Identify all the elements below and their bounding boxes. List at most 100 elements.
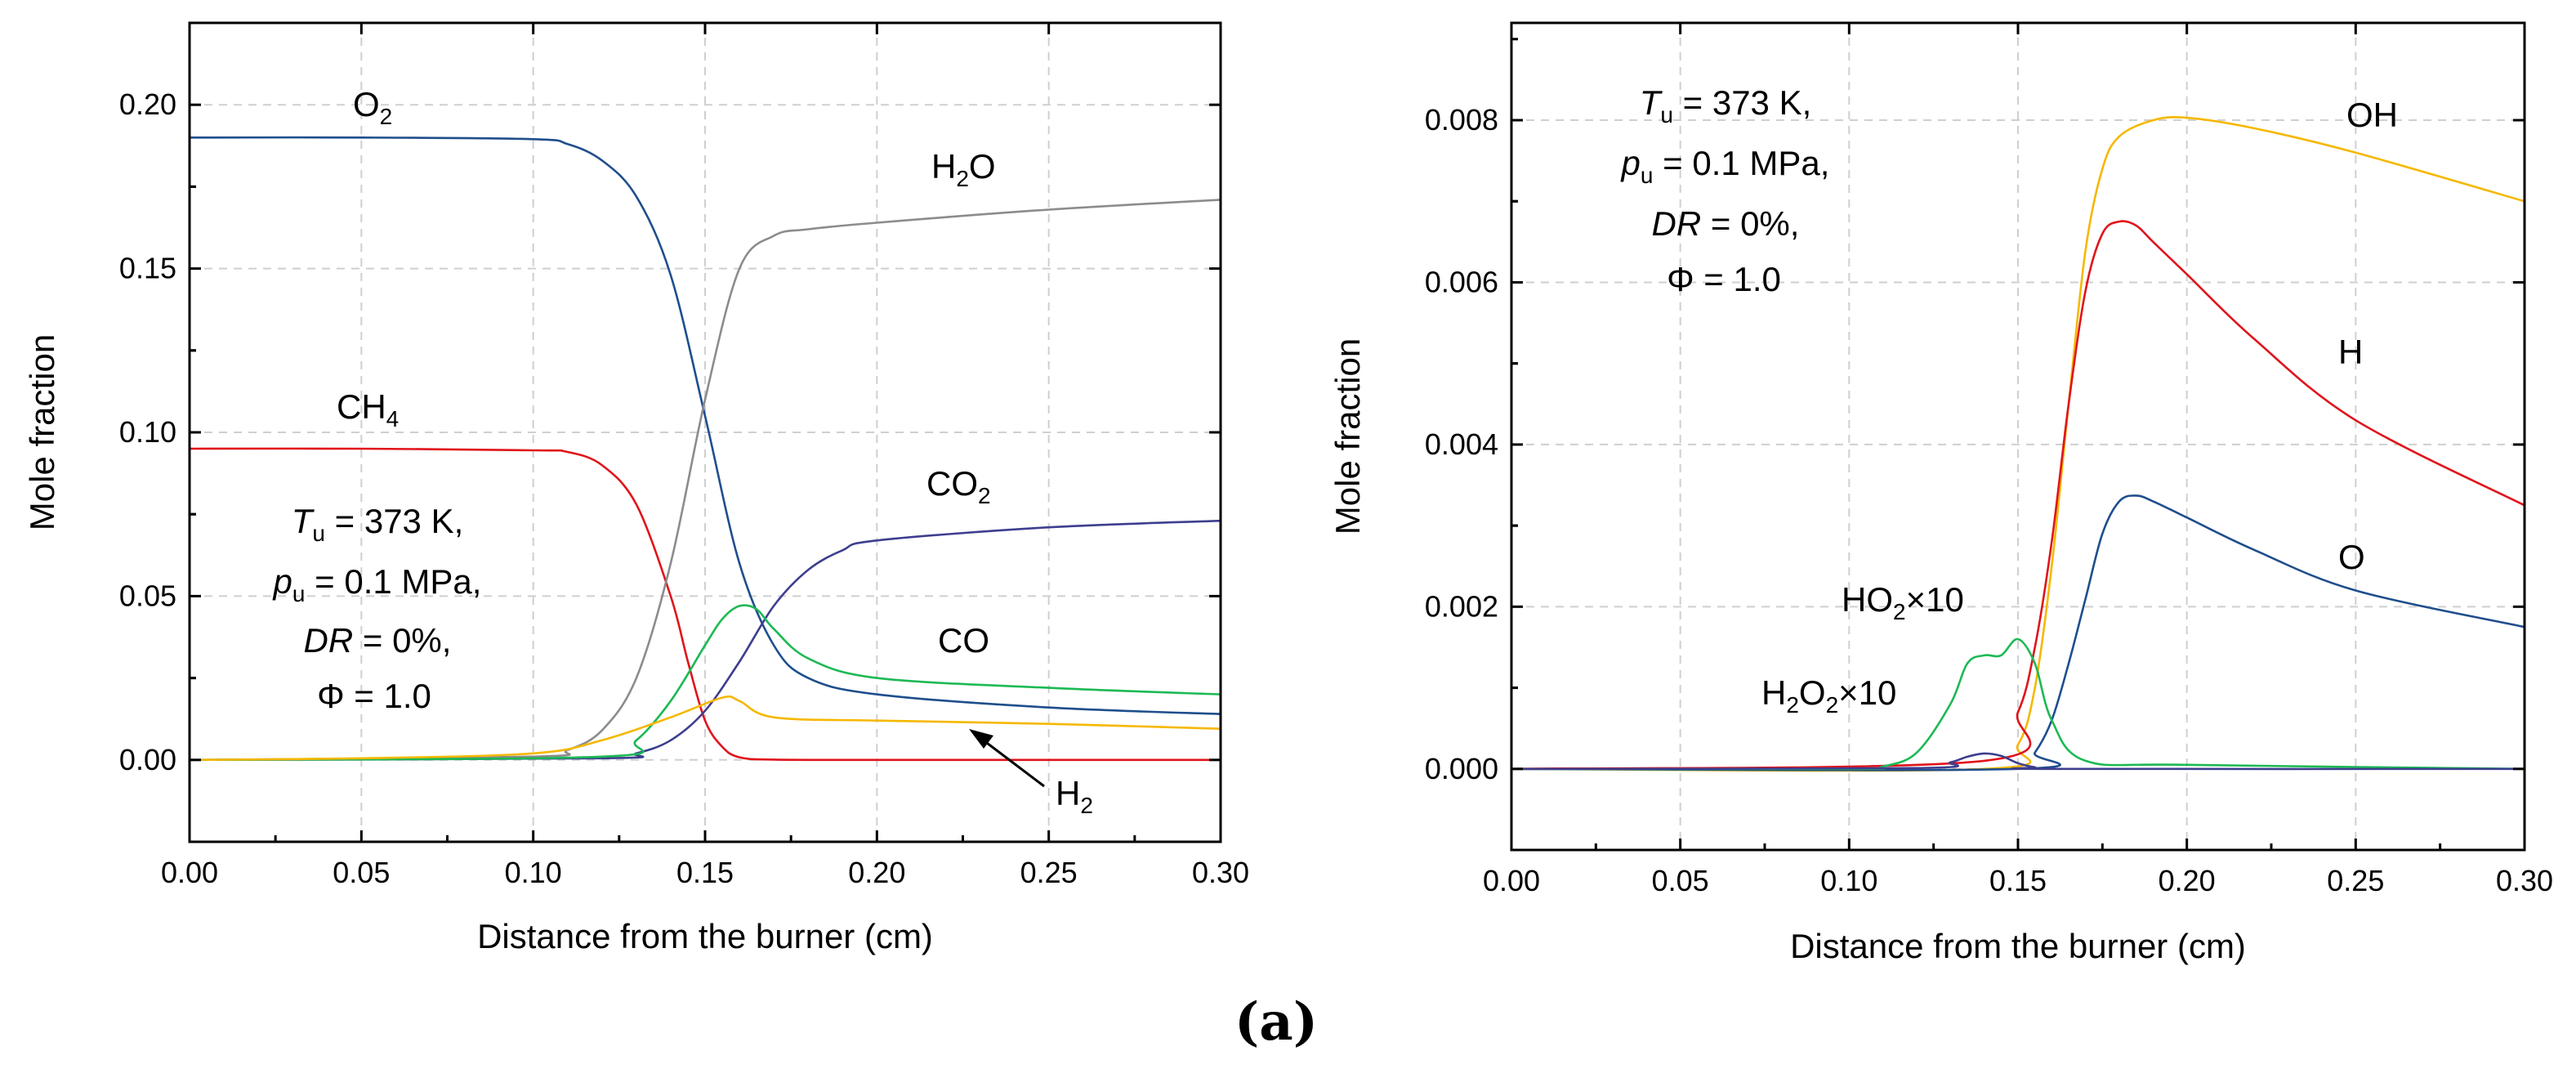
right-x-tick-label: 0.10 — [1820, 864, 1877, 897]
left-cond-T-val: = 373 K, — [325, 502, 463, 540]
left-conditions: Tu = 373 K, pu = 0.1 MPa, DR = 0%, Φ = 1… — [272, 502, 482, 715]
right-cond-p-sub: u — [1641, 163, 1654, 188]
label-CO2-main: CO — [926, 464, 978, 503]
series-line-H2 — [189, 695, 1221, 762]
label-CH4: CH4 — [337, 387, 399, 432]
series-line-O2 — [189, 136, 1221, 715]
right-cond-line2: pu = 0.1 MPa, — [1620, 144, 1830, 188]
right-y-tick-label: 0.002 — [1425, 589, 1498, 623]
left-cond-p-val: = 0.1 MPa, — [305, 562, 481, 601]
left-x-tick-label: 0.10 — [505, 856, 562, 889]
right-cond-T-sub: u — [1660, 102, 1673, 127]
label-H2O2x10: H2O2×10 — [1761, 673, 1896, 718]
right-cond-T-val: = 373 K, — [1673, 83, 1811, 122]
left-cond-DR: DR — [304, 621, 354, 660]
label-CO2: CO2 — [926, 464, 991, 508]
right-cond-DR-val: = 0%, — [1701, 204, 1799, 243]
label-H2O2-sub2: 2 — [1826, 692, 1839, 718]
right-curves — [1511, 116, 2525, 772]
label-O-main: O — [2338, 538, 2365, 576]
right-x-tick-label: 0.00 — [1483, 864, 1540, 897]
right-cond-p: p — [1620, 144, 1641, 182]
right-ticks: 0.00 0.05 0.10 0.15 0.20 0.25 0.30 0.000 0.002 0.… — [1425, 23, 2553, 897]
label-OH-main: OH — [2346, 96, 2398, 134]
right-x-tick-label: 0.15 — [1989, 864, 2047, 897]
right-y-tick-label: 0.000 — [1425, 752, 1498, 785]
left-curves — [189, 136, 1221, 762]
left-cond-line1: Tu = 373 K, — [292, 502, 464, 546]
left-y-axis-title: Mole fraction — [23, 334, 61, 530]
label-H2O2-tail: ×10 — [1838, 673, 1896, 712]
left-x-tick-label: 0.30 — [1192, 856, 1249, 889]
label-CO2-sub: 2 — [978, 483, 991, 508]
left-x-tick-label: 0.05 — [333, 856, 390, 889]
right-y-tick-label: 0.008 — [1425, 103, 1498, 136]
h2-arrow-line — [976, 734, 1045, 788]
left-grid — [190, 23, 1221, 842]
left-x-tick-label: 0.15 — [676, 856, 734, 889]
left-cond-line3: DR = 0%, — [304, 621, 452, 660]
series-line-CO — [189, 604, 1221, 762]
panel-label: (a) — [1234, 991, 1318, 1053]
label-H2: H2 — [1056, 774, 1093, 818]
right-cond-p-val: = 0.1 MPa, — [1653, 144, 1829, 182]
left-cond-DR-val: = 0%, — [353, 621, 451, 660]
right-cond-DR: DR — [1652, 204, 1702, 243]
left-x-tick-label: 0.00 — [161, 856, 218, 889]
left-cond-p-sub: u — [292, 581, 306, 606]
label-HO2-main: HO — [1842, 580, 1893, 619]
right-chart-panel: 0.00 0.05 0.10 0.15 0.20 0.25 0.30 0.000 0.002 0.… — [1328, 21, 2553, 965]
left-cond-line4: Φ = 1.0 — [317, 677, 431, 715]
right-grid — [1511, 23, 2525, 850]
series-line-H2O2x10 — [1511, 752, 2525, 771]
left-y-tick-label: 0.10 — [119, 415, 176, 449]
right-cond-T: T — [1640, 83, 1663, 122]
right-x-tick-label: 0.05 — [1652, 864, 1709, 897]
left-ticks: 0.00 0.05 0.10 0.15 0.20 0.25 0.30 0.00 0.05 0.10… — [119, 23, 1249, 889]
label-H2-sub: 2 — [1080, 793, 1093, 818]
label-O: O — [2338, 538, 2365, 576]
left-cond-T: T — [292, 502, 315, 540]
label-H2O: H2O — [931, 147, 996, 191]
label-HO2-sub: 2 — [1893, 599, 1906, 624]
right-x-axis-title: Distance from the burner (cm) — [1790, 927, 2246, 965]
left-x-tick-label: 0.20 — [848, 856, 905, 889]
right-y-tick-label: 0.006 — [1425, 265, 1498, 298]
left-chart-panel: 0.00 0.05 0.10 0.15 0.20 0.25 0.30 0.00 0.05 0.10… — [23, 21, 1249, 955]
label-CH4-main: CH — [337, 387, 386, 426]
right-cond-line3: DR = 0%, — [1652, 204, 1800, 243]
left-x-tick-label: 0.25 — [1020, 856, 1078, 889]
label-H2O-main: H — [931, 147, 956, 186]
h2-arrow-head — [969, 729, 993, 749]
right-x-tick-label: 0.20 — [2159, 864, 2216, 897]
label-H2O2-sub: 2 — [1786, 692, 1799, 718]
series-line-CO2 — [189, 519, 1221, 762]
label-CO: CO — [938, 621, 989, 660]
left-cond-T-sub: u — [312, 521, 325, 546]
label-H2O2-mid: O — [1799, 673, 1826, 712]
right-y-axis-title: Mole fraction — [1328, 338, 1367, 534]
label-HO2x10: HO2×10 — [1842, 580, 1964, 624]
label-H2O2-main: H — [1761, 673, 1786, 712]
label-HO2-tail: ×10 — [1906, 580, 1964, 619]
label-H-main: H — [2338, 333, 2363, 371]
right-y-tick-label: 0.004 — [1425, 427, 1498, 461]
right-cond-line4: Φ = 1.0 — [1667, 260, 1781, 298]
left-y-tick-label: 0.20 — [119, 87, 176, 121]
label-CO-main: CO — [938, 621, 989, 660]
series-line-CH4 — [189, 447, 1221, 762]
label-H2O-sub: 2 — [956, 166, 969, 191]
label-O2-main: O — [353, 85, 380, 123]
left-y-tick-label: 0.15 — [119, 252, 176, 285]
label-H2O-tail: O — [969, 147, 996, 186]
label-H2-main: H — [1056, 774, 1080, 812]
label-CH4-sub: 4 — [386, 406, 400, 432]
label-O2: O2 — [353, 85, 392, 129]
left-x-axis-title: Distance from the burner (cm) — [477, 917, 933, 955]
label-H: H — [2338, 333, 2363, 371]
left-cond-p: p — [272, 562, 292, 601]
right-cond-line1: Tu = 373 K, — [1640, 83, 1812, 127]
label-O2-sub: 2 — [380, 104, 393, 129]
left-y-tick-label: 0.00 — [119, 743, 176, 776]
